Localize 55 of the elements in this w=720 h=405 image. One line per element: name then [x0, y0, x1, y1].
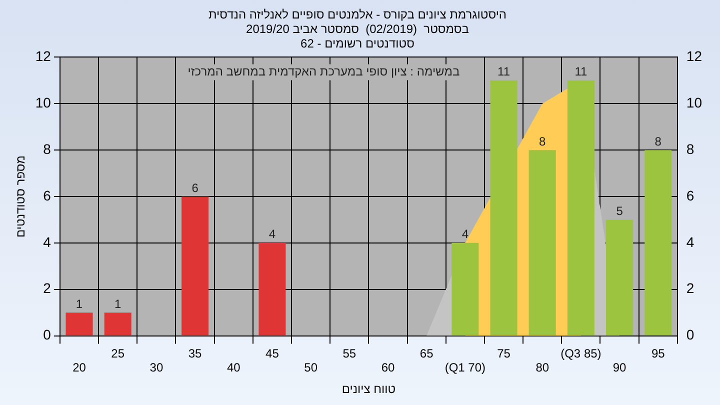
x-tick-label: 75 [497, 346, 511, 360]
x-tick-label: 60 [381, 360, 395, 375]
y-tick-label: 10 [35, 94, 52, 110]
x-tick-label: (Q1 70) [444, 360, 486, 375]
x-tick-label: (Q3 85) [560, 346, 602, 360]
bar [182, 196, 209, 336]
x-axis-title: טווח ציונים [342, 382, 396, 396]
annotation: במשימה : ציון סופי במערכת האקדמית במחשב המרכזי [188, 64, 460, 79]
data-label: 1 [76, 296, 83, 311]
y2-tick-label: 4 [686, 234, 694, 250]
bar [528, 150, 556, 336]
y-tick-label: 2 [43, 280, 52, 296]
data-label: 6 [192, 180, 199, 195]
y-tick-label: 8 [43, 140, 52, 157]
x-tick-label: 90 [612, 360, 627, 375]
y2-tick-label: 12 [686, 48, 702, 64]
bar [490, 80, 518, 336]
data-label: 11 [498, 64, 510, 79]
x-tick-label: 45 [266, 346, 280, 360]
bar [567, 80, 594, 336]
data-label: 5 [616, 204, 624, 218]
y-tick-label: 0 [43, 326, 52, 343]
data-label: 4 [268, 227, 276, 242]
data-label: 1 [114, 296, 122, 311]
y2-tick-label: 0 [686, 326, 694, 343]
x-tick-label: 50 [304, 360, 318, 375]
x-tick-label: 95 [651, 346, 666, 360]
chart-subtitle: בסמסטר (02/2019) סמסטר אביב 2019/20 סטודנטים רשומים - 62 [246, 22, 469, 50]
bar [66, 312, 93, 336]
chart-title: היסטוגרמת ציונים בקורס - אלמנטים סופיים לאנליזה הנדסית [208, 8, 507, 22]
data-label: 11 [574, 64, 588, 79]
y2-tick-label: 10 [686, 94, 702, 110]
x-tick-label: 30 [150, 360, 164, 375]
x-tick-label: 80 [536, 360, 550, 375]
x-tick-label: 40 [226, 360, 241, 375]
y-tick-label: 4 [43, 234, 52, 250]
data-label: 8 [654, 134, 662, 148]
x-tick-label: 35 [188, 346, 202, 360]
bar [644, 150, 672, 336]
bar [104, 312, 132, 336]
y-axis-title: מספר סטודנטים [14, 155, 28, 238]
x-tick-label: 20 [72, 360, 86, 375]
bar [258, 242, 286, 336]
y2-tick-label: 2 [686, 280, 694, 296]
y-tick-label: 6 [43, 187, 52, 204]
x-tick-label: 55 [342, 346, 356, 360]
bar [452, 242, 479, 336]
bar [606, 220, 634, 336]
y2-tick-label: 6 [686, 187, 694, 204]
data-label: 8 [539, 134, 546, 148]
y-tick-label: 12 [35, 48, 52, 64]
x-tick-label: 25 [111, 346, 125, 360]
y2-tick-label: 8 [686, 140, 694, 157]
x-tick-label: 65 [420, 346, 434, 360]
data-label: 4 [462, 227, 469, 242]
